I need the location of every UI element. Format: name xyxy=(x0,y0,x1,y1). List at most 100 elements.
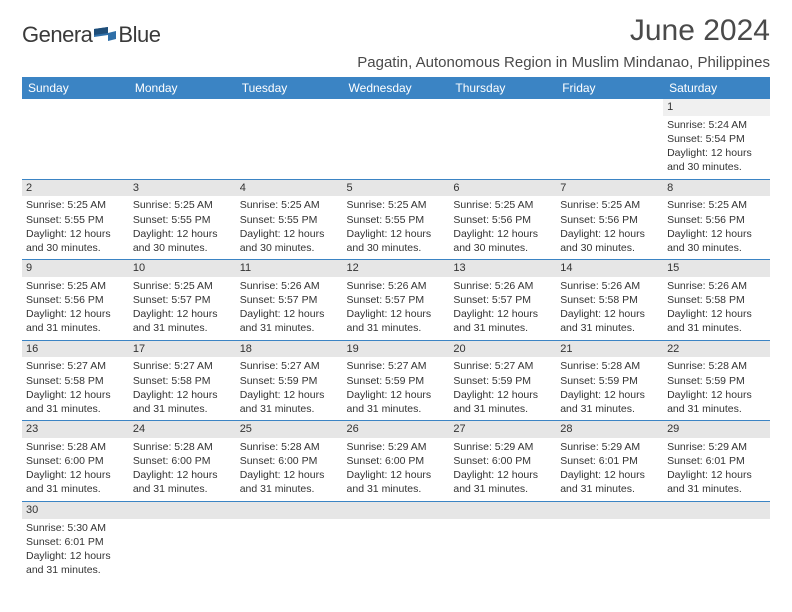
calendar-day-cell: 29Sunrise: 5:29 AMSunset: 6:01 PMDayligh… xyxy=(663,421,770,502)
calendar-day-cell: 9Sunrise: 5:25 AMSunset: 5:56 PMDaylight… xyxy=(22,260,129,341)
sunset-text: Sunset: 5:55 PM xyxy=(26,213,125,227)
calendar-day-cell: 15Sunrise: 5:26 AMSunset: 5:58 PMDayligh… xyxy=(663,260,770,341)
day-number: 22 xyxy=(663,341,770,358)
daylight-text: Daylight: 12 hours and 31 minutes. xyxy=(667,307,766,335)
daylight-text: Daylight: 12 hours and 31 minutes. xyxy=(453,307,552,335)
day-number: 23 xyxy=(22,421,129,438)
day-header: Sunday xyxy=(22,77,129,99)
day-number: 28 xyxy=(556,421,663,438)
sunset-text: Sunset: 5:58 PM xyxy=(26,374,125,388)
sunrise-text: Sunrise: 5:25 AM xyxy=(347,198,446,212)
daylight-text: Daylight: 12 hours and 31 minutes. xyxy=(347,468,446,496)
sunrise-text: Sunrise: 5:24 AM xyxy=(667,118,766,132)
daylight-text: Daylight: 12 hours and 31 minutes. xyxy=(26,388,125,416)
day-number: 8 xyxy=(663,180,770,197)
sunrise-text: Sunrise: 5:28 AM xyxy=(26,440,125,454)
calendar-week: 2Sunrise: 5:25 AMSunset: 5:55 PMDaylight… xyxy=(22,179,770,260)
calendar-day-cell: 2Sunrise: 5:25 AMSunset: 5:55 PMDaylight… xyxy=(22,179,129,260)
sunrise-text: Sunrise: 5:29 AM xyxy=(347,440,446,454)
sunrise-text: Sunrise: 5:27 AM xyxy=(453,359,552,373)
sunset-text: Sunset: 6:00 PM xyxy=(26,454,125,468)
calendar-day-cell: 19Sunrise: 5:27 AMSunset: 5:59 PMDayligh… xyxy=(343,340,450,421)
calendar-day-cell: 14Sunrise: 5:26 AMSunset: 5:58 PMDayligh… xyxy=(556,260,663,341)
sunset-text: Sunset: 5:57 PM xyxy=(347,293,446,307)
daylight-text: Daylight: 12 hours and 30 minutes. xyxy=(560,227,659,255)
sunrise-text: Sunrise: 5:25 AM xyxy=(560,198,659,212)
sunrise-text: Sunrise: 5:30 AM xyxy=(26,521,125,535)
sunrise-text: Sunrise: 5:28 AM xyxy=(560,359,659,373)
daylight-text: Daylight: 12 hours and 30 minutes. xyxy=(453,227,552,255)
daylight-text: Daylight: 12 hours and 31 minutes. xyxy=(560,388,659,416)
day-header: Friday xyxy=(556,77,663,99)
sunrise-text: Sunrise: 5:27 AM xyxy=(26,359,125,373)
day-number: 24 xyxy=(129,421,236,438)
brand-logo: Genera Blue xyxy=(22,22,160,48)
day-number: 18 xyxy=(236,341,343,358)
calendar-day-cell: 25Sunrise: 5:28 AMSunset: 6:00 PMDayligh… xyxy=(236,421,343,502)
sunset-text: Sunset: 5:58 PM xyxy=(133,374,232,388)
sunrise-text: Sunrise: 5:25 AM xyxy=(240,198,339,212)
day-number: 30 xyxy=(22,502,129,519)
calendar-day-cell: 6Sunrise: 5:25 AMSunset: 5:56 PMDaylight… xyxy=(449,179,556,260)
calendar-day-cell xyxy=(556,99,663,179)
calendar-day-cell xyxy=(236,501,343,581)
sunset-text: Sunset: 6:00 PM xyxy=(240,454,339,468)
calendar-day-cell: 30 Sunrise: 5:30 AMSunset: 6:01 PMDayligh… xyxy=(22,501,129,581)
calendar-day-cell xyxy=(22,99,129,179)
calendar-day-cell: 1Sunrise: 5:24 AMSunset: 5:54 PMDaylight… xyxy=(663,99,770,179)
day-number: 4 xyxy=(236,180,343,197)
calendar-day-cell: 18Sunrise: 5:27 AMSunset: 5:59 PMDayligh… xyxy=(236,340,343,421)
calendar-day-cell: 20Sunrise: 5:27 AMSunset: 5:59 PMDayligh… xyxy=(449,340,556,421)
sunrise-text: Sunrise: 5:26 AM xyxy=(347,279,446,293)
day-header: Saturday xyxy=(663,77,770,99)
day-header: Wednesday xyxy=(343,77,450,99)
calendar-day-cell xyxy=(449,501,556,581)
calendar-day-cell: 22Sunrise: 5:28 AMSunset: 5:59 PMDayligh… xyxy=(663,340,770,421)
sunset-text: Sunset: 5:57 PM xyxy=(453,293,552,307)
daylight-text: Daylight: 12 hours and 31 minutes. xyxy=(667,388,766,416)
daylight-text: Daylight: 12 hours and 31 minutes. xyxy=(133,307,232,335)
day-number: 21 xyxy=(556,341,663,358)
daylight-text: Daylight: 12 hours and 30 minutes. xyxy=(240,227,339,255)
calendar-day-cell xyxy=(129,501,236,581)
daylight-text: Daylight: 12 hours and 31 minutes. xyxy=(240,468,339,496)
day-header: Monday xyxy=(129,77,236,99)
day-number: 5 xyxy=(343,180,450,197)
calendar-day-cell: 21Sunrise: 5:28 AMSunset: 5:59 PMDayligh… xyxy=(556,340,663,421)
day-number: 13 xyxy=(449,260,556,277)
sunset-text: Sunset: 5:55 PM xyxy=(240,213,339,227)
day-number: 6 xyxy=(449,180,556,197)
daylight-text: Daylight: 12 hours and 31 minutes. xyxy=(26,307,125,335)
day-header: Tuesday xyxy=(236,77,343,99)
day-number: 3 xyxy=(129,180,236,197)
daylight-text: Daylight: 12 hours and 31 minutes. xyxy=(26,549,125,577)
calendar-day-cell: 5Sunrise: 5:25 AMSunset: 5:55 PMDaylight… xyxy=(343,179,450,260)
calendar-day-cell xyxy=(663,501,770,581)
sunset-text: Sunset: 5:55 PM xyxy=(133,213,232,227)
sunrise-text: Sunrise: 5:27 AM xyxy=(133,359,232,373)
calendar-day-cell: 28Sunrise: 5:29 AMSunset: 6:01 PMDayligh… xyxy=(556,421,663,502)
calendar-day-cell xyxy=(129,99,236,179)
day-number: 26 xyxy=(343,421,450,438)
day-number: 1 xyxy=(663,99,770,116)
calendar-day-cell: 7Sunrise: 5:25 AMSunset: 5:56 PMDaylight… xyxy=(556,179,663,260)
brand-name-left: Genera xyxy=(22,22,92,48)
daylight-text: Daylight: 12 hours and 30 minutes. xyxy=(667,146,766,174)
location-subtitle: Pagatin, Autonomous Region in Muslim Min… xyxy=(357,54,770,71)
daylight-text: Daylight: 12 hours and 31 minutes. xyxy=(347,388,446,416)
sunrise-text: Sunrise: 5:25 AM xyxy=(453,198,552,212)
daylight-text: Daylight: 12 hours and 30 minutes. xyxy=(347,227,446,255)
sunset-text: Sunset: 5:59 PM xyxy=(240,374,339,388)
sunset-text: Sunset: 5:59 PM xyxy=(453,374,552,388)
daylight-text: Daylight: 12 hours and 30 minutes. xyxy=(667,227,766,255)
sunset-text: Sunset: 5:59 PM xyxy=(667,374,766,388)
daylight-text: Daylight: 12 hours and 30 minutes. xyxy=(133,227,232,255)
day-number: 12 xyxy=(343,260,450,277)
sunrise-text: Sunrise: 5:28 AM xyxy=(133,440,232,454)
sunrise-text: Sunrise: 5:25 AM xyxy=(133,279,232,293)
day-header: Thursday xyxy=(449,77,556,99)
sunset-text: Sunset: 6:00 PM xyxy=(133,454,232,468)
sunset-text: Sunset: 6:01 PM xyxy=(26,535,125,549)
calendar-day-cell: 23Sunrise: 5:28 AMSunset: 6:00 PMDayligh… xyxy=(22,421,129,502)
day-number: 17 xyxy=(129,341,236,358)
